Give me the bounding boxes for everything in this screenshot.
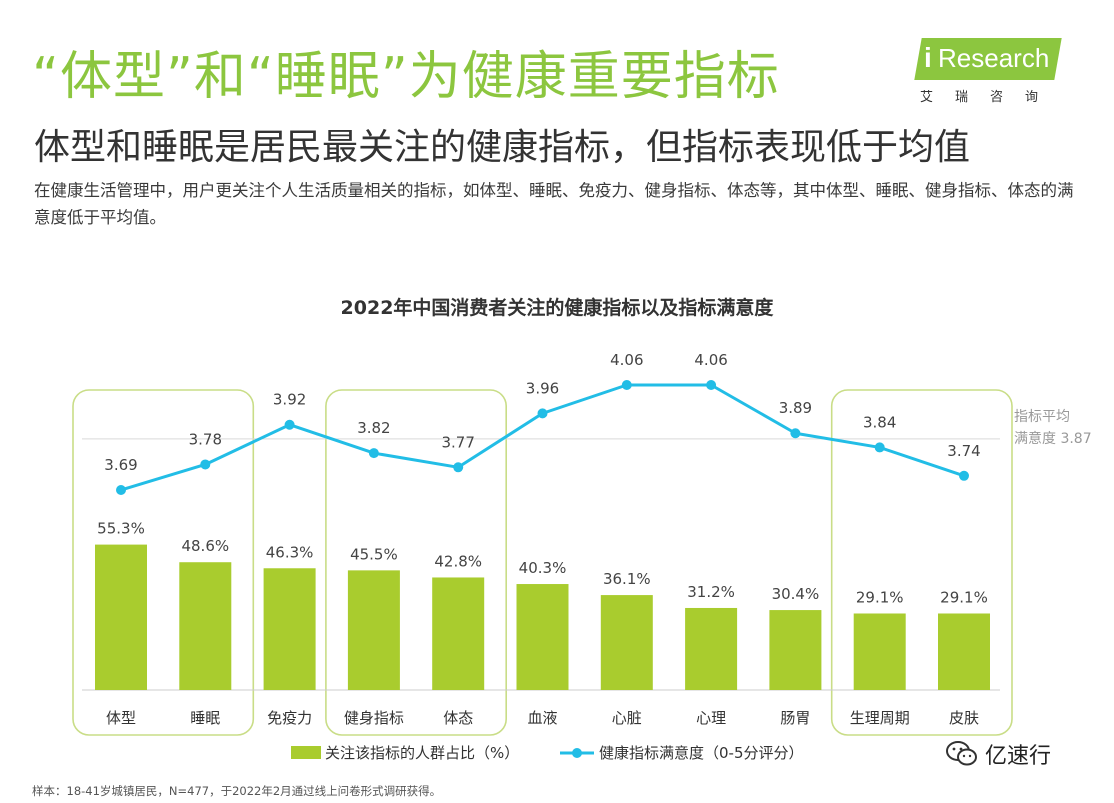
bar-value-label-10: 29.1%	[940, 588, 988, 606]
legend-bar-swatch	[291, 746, 321, 759]
satisfaction-value-label-6: 4.06	[610, 351, 643, 369]
satisfaction-point-5	[537, 408, 548, 419]
bar-2	[263, 568, 316, 690]
bar-value-label-2: 46.3%	[266, 543, 314, 561]
satisfaction-value-label-9: 3.84	[863, 413, 896, 431]
satisfaction-value-label-1: 3.78	[189, 430, 222, 448]
satisfaction-point-2	[284, 419, 295, 430]
satisfaction-point-10	[959, 470, 969, 481]
bar-value-label-4: 42.8%	[434, 552, 482, 570]
logo-word: Research	[938, 43, 1050, 73]
bar-value-label-1: 48.6%	[181, 537, 229, 555]
satisfaction-value-label-8: 3.89	[779, 399, 812, 417]
bar-8	[769, 610, 822, 690]
subheadline: 体型和睡眠是居民最关注的健康指标，但指标表现低于均值	[34, 127, 971, 168]
iresearch-logo: i Research 艾瑞咨询	[914, 38, 1068, 106]
chart-title: 2022年中国消费者关注的健康指标以及指标满意度	[340, 297, 774, 319]
satisfaction-point-6	[621, 380, 632, 390]
bar-6	[600, 595, 653, 690]
watermark: 亿速行	[945, 738, 1051, 770]
description: 在健康生活管理中，用户更关注个人生活质量相关的指标，如体型、睡眠、免疫力、健身指…	[34, 181, 1074, 227]
average-label-line1: 指标平均	[1014, 409, 1070, 425]
bar-7	[685, 607, 738, 690]
satisfaction-point-0	[116, 485, 126, 495]
bar-value-label-7: 31.2%	[687, 583, 735, 601]
bar-value-label-8: 30.4%	[772, 585, 820, 603]
category-label-3: 健身指标	[344, 709, 404, 727]
highlight-box-1	[325, 389, 507, 736]
bar-value-label-3: 45.5%	[350, 545, 398, 563]
bar-1	[179, 562, 232, 690]
bar-5	[516, 584, 569, 690]
bar-9	[853, 613, 906, 690]
bar-10	[938, 613, 990, 690]
category-label-4: 体态	[443, 709, 473, 727]
logo-chinese: 艾瑞咨询	[920, 90, 1061, 105]
bar-0	[95, 544, 147, 690]
watermark-text: 亿速行	[985, 744, 1052, 769]
category-label-10: 皮肤	[949, 709, 979, 727]
bar-4	[432, 577, 485, 690]
satisfaction-point-1	[200, 459, 211, 470]
satisfaction-point-8	[790, 428, 801, 439]
satisfaction-value-label-0: 3.69	[104, 456, 137, 474]
bar-value-label-0: 55.3%	[97, 520, 145, 538]
wechat-icon	[946, 741, 977, 766]
satisfaction-value-label-3: 3.82	[357, 419, 390, 437]
bar-value-label-6: 36.1%	[603, 570, 651, 588]
category-label-1: 睡眠	[190, 709, 220, 727]
category-label-7: 心理	[696, 709, 726, 727]
satisfaction-point-7	[706, 380, 717, 390]
footnote: 样本：18-41岁城镇居民，N=477，于2022年2月通过线上问卷形式调研获得…	[32, 784, 442, 798]
bar-value-label-9: 29.1%	[856, 588, 904, 606]
category-label-5: 血液	[527, 709, 557, 727]
highlight-box-2	[830, 389, 1013, 736]
legend-bar-label: 关注该指标的人群占比（%）	[325, 744, 519, 762]
satisfaction-value-label-4: 3.77	[441, 433, 474, 451]
category-label-9: 生理周期	[850, 709, 910, 727]
satisfaction-value-label-2: 3.92	[273, 391, 306, 409]
bar-3	[347, 570, 400, 690]
satisfaction-point-9	[874, 442, 885, 453]
bar-value-label-5: 40.3%	[519, 559, 567, 577]
category-label-8: 肠胃	[780, 709, 810, 727]
category-label-2: 免疫力	[267, 709, 312, 727]
satisfaction-line	[120, 383, 965, 492]
headline: “体型”和“睡眠”为健康重要指标	[32, 47, 780, 107]
satisfaction-point-4	[453, 462, 464, 473]
highlight-box-0	[72, 389, 255, 736]
satisfaction-value-label-10: 3.74	[947, 442, 980, 460]
average-label-line2: 满意度 3.87	[1014, 430, 1092, 447]
satisfaction-value-label-7: 4.06	[694, 351, 727, 369]
category-label-6: 心脏	[612, 709, 642, 727]
logo-i: i	[924, 42, 932, 73]
legend-line-marker	[572, 748, 582, 758]
satisfaction-point-3	[368, 448, 379, 459]
satisfaction-value-label-5: 3.96	[526, 379, 559, 397]
category-label-0: 体型	[106, 709, 136, 727]
legend-line-label: 健康指标满意度（0-5分评分）	[599, 744, 804, 762]
